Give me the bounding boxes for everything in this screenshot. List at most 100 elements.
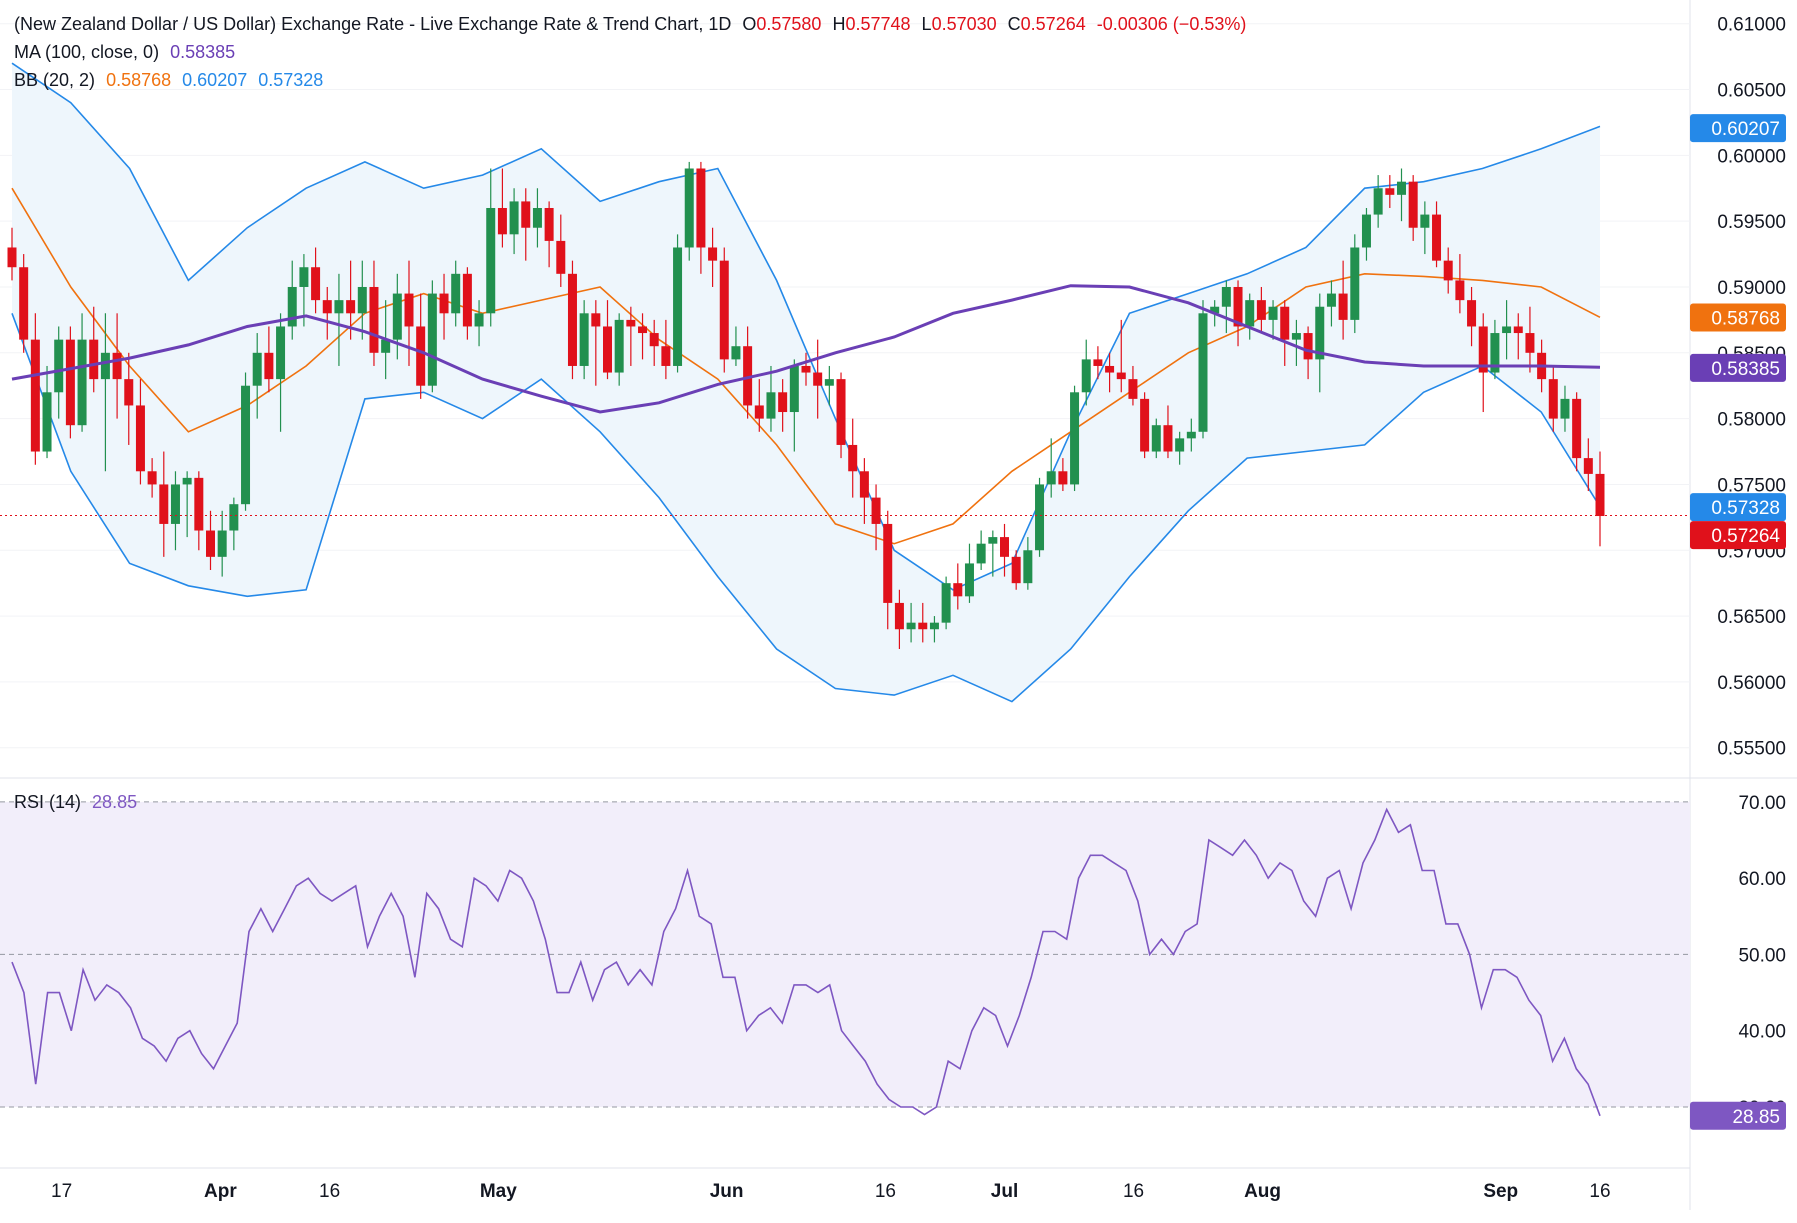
candle-body <box>392 293 402 340</box>
rsi-badge <box>1690 1101 1786 1130</box>
candle-body <box>1408 181 1418 228</box>
candle-body <box>264 352 274 380</box>
candle-body <box>1011 556 1021 584</box>
candle-body <box>1443 260 1453 281</box>
ohlc-change: -0.00306 (−0.53%) <box>1096 14 1247 34</box>
price-tick-label: 0.58000 <box>1717 410 1786 431</box>
candle-body <box>252 352 262 386</box>
candle-body <box>673 247 683 366</box>
candle-body <box>1572 398 1582 459</box>
bb-basis-value: 0.58768 <box>106 70 172 90</box>
candle-body <box>1478 326 1488 373</box>
candle-body <box>311 267 321 301</box>
price-badge <box>1690 521 1786 550</box>
candle-body <box>112 352 122 380</box>
candle-body <box>1420 214 1430 228</box>
rsi-tick-label: 50.00 <box>1738 945 1786 966</box>
candle-body <box>929 622 939 630</box>
time-tick-label: Sep <box>1483 1181 1518 1202</box>
candle-body <box>1350 247 1360 320</box>
candle-body <box>1397 181 1406 195</box>
bb-legend: BB (20, 2) 0.58768 0.60207 0.57328 <box>14 70 329 91</box>
candle-body <box>754 405 764 419</box>
time-tick-label: 16 <box>875 1181 896 1202</box>
candle-body <box>1256 300 1266 320</box>
candle-body <box>381 339 391 353</box>
candle-body <box>124 379 134 406</box>
candle-body <box>1455 280 1465 301</box>
candle-body <box>743 346 753 406</box>
price-tick-label: 0.57500 <box>1717 475 1786 496</box>
ma-line <box>11 284 1601 414</box>
candle-body <box>439 293 449 314</box>
candle-body <box>1432 214 1442 261</box>
ma-legend: MA (100, close, 0) 0.58385 <box>14 42 241 63</box>
candle-body <box>579 313 589 366</box>
candle-body <box>217 530 227 557</box>
price-badge-label: 0.58385 <box>1711 359 1780 380</box>
candle-body <box>497 207 507 235</box>
candle-body <box>1303 333 1313 360</box>
candle-body <box>322 300 332 314</box>
candle-body <box>719 260 729 360</box>
candle-body <box>182 477 192 485</box>
candle-body <box>7 247 17 268</box>
ohlc-close: C0.57264 <box>1007 14 1086 34</box>
candle-body <box>1175 438 1185 452</box>
candle-body <box>1116 372 1126 380</box>
candle-body <box>509 201 519 235</box>
ma-value: 0.58385 <box>170 42 236 62</box>
candle-body <box>1221 286 1231 307</box>
candle-body <box>474 313 484 327</box>
candle-body <box>1583 458 1593 474</box>
candle-body <box>1268 306 1278 320</box>
candle-body <box>848 444 858 472</box>
candle-body <box>708 247 718 261</box>
candle-body <box>427 293 437 386</box>
candle-body <box>1151 425 1161 452</box>
time-tick-label: May <box>480 1181 517 1202</box>
candle-body <box>953 583 963 597</box>
candle-body <box>824 379 834 386</box>
candle-body <box>778 392 788 413</box>
time-tick-label: Jun <box>710 1181 744 1202</box>
candle-body <box>614 319 624 373</box>
candle-body <box>1560 398 1570 419</box>
price-tick-label: 0.61000 <box>1717 15 1786 36</box>
price-tick-label: 0.56000 <box>1717 673 1786 694</box>
candle-body <box>369 286 379 353</box>
candle-body <box>30 339 40 452</box>
candle-body <box>77 339 87 426</box>
candle-body <box>859 471 869 498</box>
candle-body <box>1490 333 1500 373</box>
time-axis: 17 Apr 16 May Jun 16 Jul 16 Aug Sep 16 <box>51 1181 1611 1202</box>
candle-body <box>1373 188 1383 215</box>
candle-body <box>416 326 426 386</box>
candle-body <box>1233 286 1243 327</box>
price-tick-label: 0.55500 <box>1717 739 1786 760</box>
candle-body <box>89 339 99 380</box>
candle-body <box>883 523 893 603</box>
rsi-tick-label: 40.00 <box>1738 1022 1786 1043</box>
time-tick-label: 16 <box>1589 1181 1610 1202</box>
rsi-badge-label: 28.85 <box>1732 1107 1780 1128</box>
candle-body <box>556 240 566 274</box>
price-badge-label: 0.57328 <box>1711 498 1780 519</box>
candle-body <box>1081 359 1091 393</box>
rsi-line <box>11 807 1601 1117</box>
ohlc-high: H0.57748 <box>832 14 911 34</box>
time-tick-label: Jul <box>991 1181 1018 1202</box>
candle-body <box>462 273 472 327</box>
rsi-value: 28.85 <box>92 792 138 812</box>
candle-body <box>1093 359 1103 366</box>
candle-body <box>894 602 904 630</box>
bb-label: BB (20, 2) <box>14 70 96 90</box>
candle-body <box>731 346 741 360</box>
time-tick-label: 16 <box>1123 1181 1144 1202</box>
candle-body <box>836 379 846 445</box>
candle-body <box>638 326 648 334</box>
candle-body <box>241 385 251 505</box>
candle-body <box>649 333 659 347</box>
bb-upper-line <box>11 62 1601 591</box>
